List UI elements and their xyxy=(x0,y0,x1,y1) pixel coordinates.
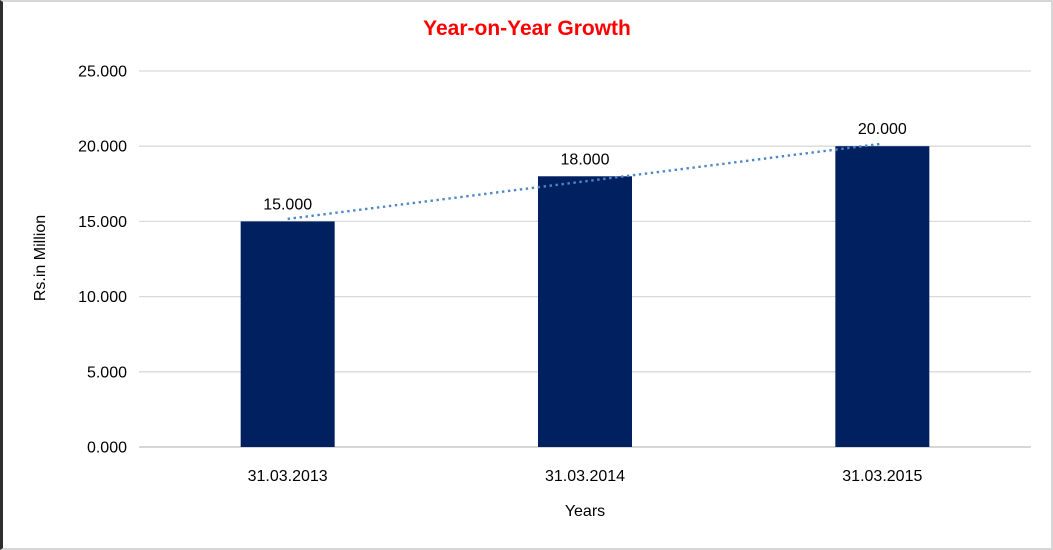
y-tick-label: 5.000 xyxy=(87,364,127,381)
x-tick-label: 31.03.2015 xyxy=(842,468,922,485)
plot-area: 0.000 5.000 10.000 15.000 20.000 25.000 15.000… xyxy=(78,64,1031,485)
y-tick-label: 20.000 xyxy=(78,139,127,156)
bar xyxy=(538,176,632,447)
y-tick-label: 15.000 xyxy=(78,214,127,231)
y-tick-label: 0.000 xyxy=(87,440,127,457)
trendline xyxy=(287,142,883,221)
chart-title: Year-on-Year Growth xyxy=(423,17,631,40)
bar-value-label: 15.000 xyxy=(263,196,312,213)
y-tick-label: 25.000 xyxy=(78,64,127,81)
x-axis-title: Years xyxy=(564,503,606,520)
bar xyxy=(240,221,335,447)
y-tick-label: 10.000 xyxy=(78,289,127,306)
bar-value-label: 20.000 xyxy=(858,121,907,138)
bar-value-label: 18.000 xyxy=(561,151,610,168)
x-tick-label: 31.03.2013 xyxy=(248,468,328,485)
bar xyxy=(835,146,930,447)
x-tick-label: 31.03.2014 xyxy=(545,468,625,485)
